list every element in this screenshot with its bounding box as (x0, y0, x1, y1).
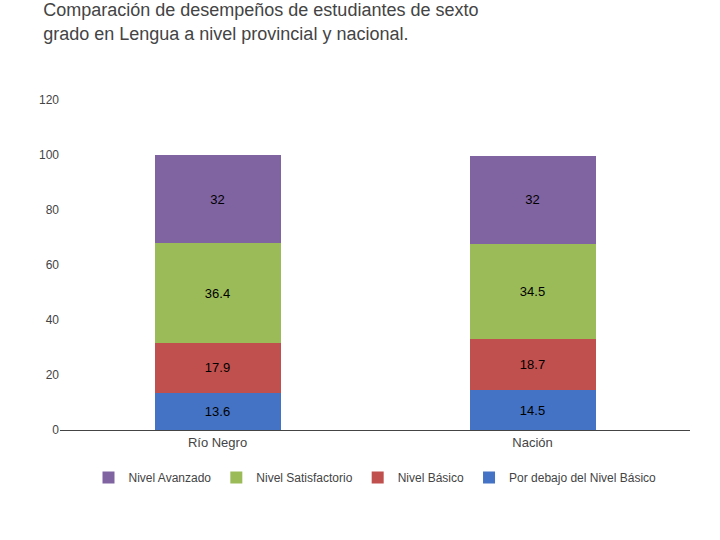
svg-text:120: 120 (39, 93, 59, 107)
svg-text:Río Negro: Río Negro (188, 435, 247, 450)
svg-text:80: 80 (46, 203, 60, 217)
svg-text:34.5: 34.5 (520, 284, 545, 299)
svg-text:Nivel Avanzado: Nivel Avanzado (129, 471, 212, 485)
svg-text:Nación: Nación (512, 435, 552, 450)
svg-text:60: 60 (46, 258, 60, 272)
svg-text:36.4: 36.4 (205, 286, 230, 301)
svg-text:14.5: 14.5 (520, 403, 545, 418)
svg-text:13.6: 13.6 (205, 404, 230, 419)
svg-text:40: 40 (46, 313, 60, 327)
svg-text:Comparación de desempeños de e: Comparación de desempeños de estudiantes… (43, 0, 478, 43)
svg-text:32: 32 (210, 192, 224, 207)
svg-text:20: 20 (46, 368, 60, 382)
svg-text:Por debajo del Nivel Básico: Por debajo del Nivel Básico (509, 471, 656, 485)
svg-text:18.7: 18.7 (520, 357, 545, 372)
svg-text:100: 100 (39, 148, 59, 162)
svg-text:Nivel Satisfactorio: Nivel Satisfactorio (256, 471, 352, 485)
svg-text:32: 32 (525, 192, 539, 207)
svg-text:0: 0 (52, 423, 59, 437)
svg-text:Nivel Básico: Nivel Básico (398, 471, 464, 485)
svg-text:17.9: 17.9 (205, 360, 230, 375)
